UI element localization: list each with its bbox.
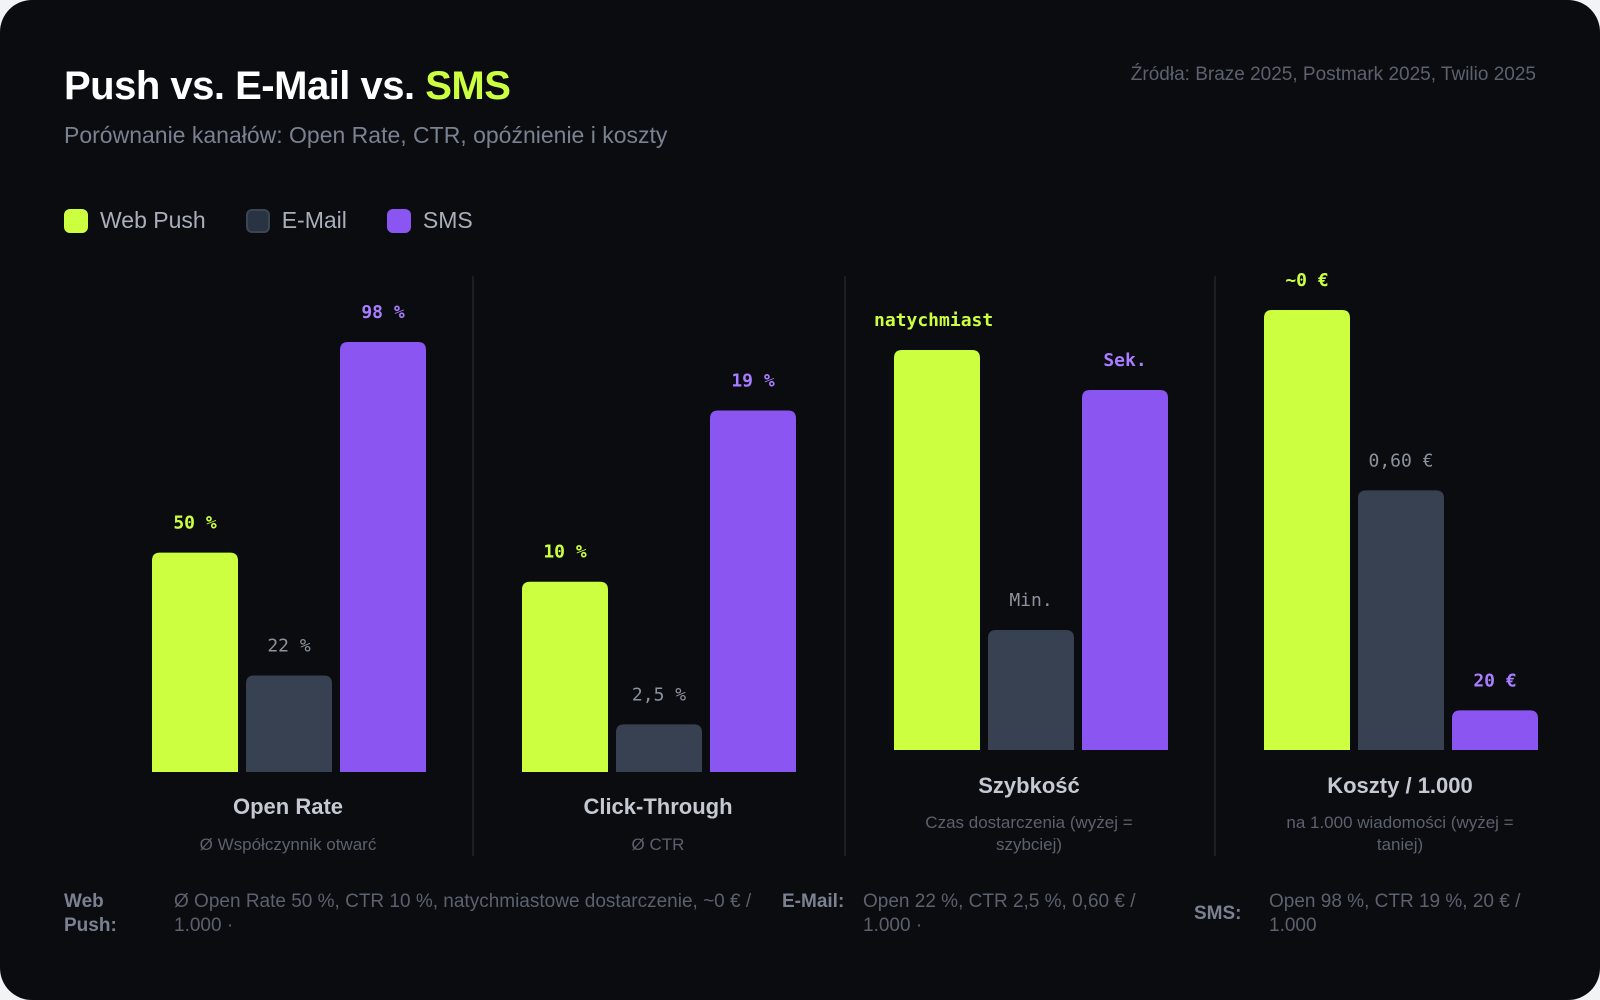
category-note-speed: Czas dostarczenia (wyżej = szybciej): [925, 813, 1133, 854]
data-label-web-push-0: 50 %: [173, 513, 217, 534]
bar-e-mail-0: [246, 675, 332, 772]
chart-subtitle: Porównanie kanałów: Open Rate, CTR, opóź…: [64, 122, 668, 148]
legend-swatch-email: [245, 208, 270, 233]
category-note-click-through: Ø CTR: [631, 835, 685, 854]
bar-web-push-0: [152, 552, 238, 772]
legend-item-email: E-Mail: [245, 207, 347, 234]
footer-label-sms: SMS:: [1194, 903, 1242, 924]
footer-label-email: E-Mail:: [782, 891, 845, 912]
legend: Web Push E-Mail SMS: [64, 207, 473, 234]
footer-text-web-push: Ø Open Rate 50 %, CTR 10 %, natychmiasto…: [174, 891, 752, 936]
bar-e-mail-3: [1358, 490, 1444, 750]
bar-sms-2: [1082, 390, 1168, 750]
data-label-web-push-2: natychmiast: [874, 310, 993, 331]
bar-web-push-2: [894, 350, 980, 750]
footer-summary: Web Push: Ø Open Rate 50 %, CTR 10 %, na…: [64, 884, 1536, 944]
data-label-e-mail-3: 0,60 €: [1368, 450, 1433, 471]
title-highlight: SMS: [425, 64, 511, 108]
chart-title: Push vs. E-Mail vs. SMS: [64, 64, 511, 109]
category-title-click-through: Click-Through: [583, 794, 733, 819]
data-label-web-push-3: ~0 €: [1285, 270, 1328, 291]
legend-item-web-push: Web Push: [64, 207, 206, 234]
data-label-sms-2: Sek.: [1103, 350, 1146, 371]
bar-e-mail-1: [616, 724, 702, 772]
category-note-costs: na 1.000 wiadomości (wyżej = taniej): [1286, 813, 1514, 854]
sources-note: Źródła: Braze 2025, Postmark 2025, Twili…: [1130, 64, 1536, 85]
data-label-e-mail-1: 2,5 %: [632, 684, 686, 705]
bar-sms-0: [340, 342, 426, 772]
data-label-web-push-1: 10 %: [543, 542, 587, 563]
legend-item-sms: SMS: [386, 207, 473, 234]
legend-label-web-push: Web Push: [100, 207, 206, 233]
data-label-sms-1: 19 %: [731, 370, 775, 391]
data-label-sms-3: 20 €: [1473, 670, 1516, 691]
title-main: Push vs. E-Mail vs.: [64, 64, 426, 108]
footer-text-sms: Open 98 %, CTR 19 %, 20 € / 1.000: [1269, 891, 1521, 936]
legend-swatch-sms: [386, 208, 411, 233]
bar-web-push-1: [522, 581, 608, 772]
legend-swatch-web-push: [64, 208, 88, 233]
bar-web-push-3: [1264, 310, 1350, 750]
category-title-costs: Koszty / 1.000: [1327, 773, 1473, 798]
data-label-e-mail-2: Min.: [1009, 590, 1052, 611]
legend-label-email: E-Mail: [281, 207, 347, 233]
bar-e-mail-2: [988, 630, 1074, 750]
category-title-speed: Szybkość: [978, 773, 1080, 798]
data-label-e-mail-0: 22 %: [267, 635, 311, 656]
bar-sms-1: [710, 410, 796, 772]
data-label-sms-0: 98 %: [361, 302, 405, 323]
category-title-open-rate: Open Rate: [232, 794, 344, 819]
category-note-open-rate: Ø Współczynnik otwarć: [199, 835, 377, 854]
legend-label-sms: SMS: [422, 207, 473, 233]
footer-label-web-push: Web Push:: [64, 891, 117, 936]
footer-text-email: Open 22 %, CTR 2,5 %, 0,60 € / 1.000 ·: [863, 891, 1136, 936]
bar-sms-3: [1452, 710, 1538, 750]
